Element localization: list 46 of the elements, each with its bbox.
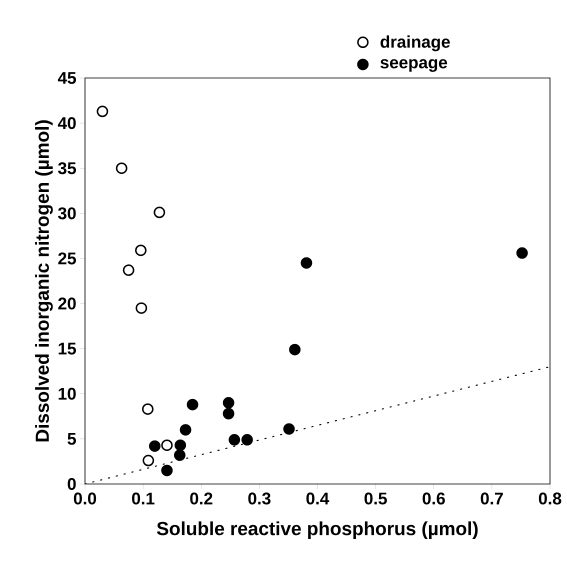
- point: [241, 434, 253, 446]
- x-tick-label: 0.7: [480, 492, 503, 505]
- y-tick-label: 20: [58, 298, 76, 310]
- point: [289, 344, 301, 356]
- x-tick-label: 0.3: [248, 492, 271, 505]
- point: [300, 257, 312, 269]
- y-tick-label: 5: [68, 432, 76, 445]
- point: [222, 397, 234, 409]
- point: [116, 162, 128, 174]
- legend-label: drainage: [380, 35, 450, 52]
- point: [149, 440, 160, 452]
- point: [135, 244, 147, 256]
- y-axis-title: Dissolved inorganic nitrogen (µmol): [35, 120, 53, 442]
- x-tick-label: 0.2: [190, 492, 212, 505]
- y-tick-label: 15: [58, 342, 76, 355]
- point: [142, 454, 154, 466]
- point: [222, 408, 234, 420]
- y-tick-label: 45: [58, 72, 76, 84]
- legend-label: seepage: [380, 59, 448, 72]
- y-tick-label: 40: [58, 117, 76, 130]
- y-tick-label: 0: [68, 478, 76, 490]
- point: [142, 403, 154, 415]
- y-tick-label: 35: [58, 162, 76, 174]
- point: [154, 206, 166, 218]
- x-tick-label: 0.8: [538, 492, 562, 505]
- point: [122, 264, 134, 276]
- y-tick-label: 10: [58, 388, 76, 400]
- point: [516, 247, 528, 259]
- point: [161, 464, 173, 476]
- point: [136, 302, 148, 314]
- x-tick-label: 0.5: [364, 492, 387, 505]
- point: [174, 449, 186, 461]
- point: [161, 439, 173, 451]
- point: [228, 434, 240, 446]
- point: [180, 424, 192, 436]
- x-axis-title: Soluble reactive phosphorus (µmol): [156, 521, 478, 540]
- x-tick-label: 0.0: [74, 492, 96, 505]
- point: [174, 439, 186, 451]
- x-tick-label: 0.1: [132, 492, 154, 505]
- y-tick-label: 25: [58, 252, 76, 264]
- y-tick-label: 30: [58, 207, 76, 220]
- x-tick-label: 0.6: [422, 492, 445, 505]
- point: [186, 398, 198, 410]
- x-tick-label: 0.4: [306, 492, 330, 505]
- point: [96, 106, 108, 118]
- point: [283, 423, 295, 435]
